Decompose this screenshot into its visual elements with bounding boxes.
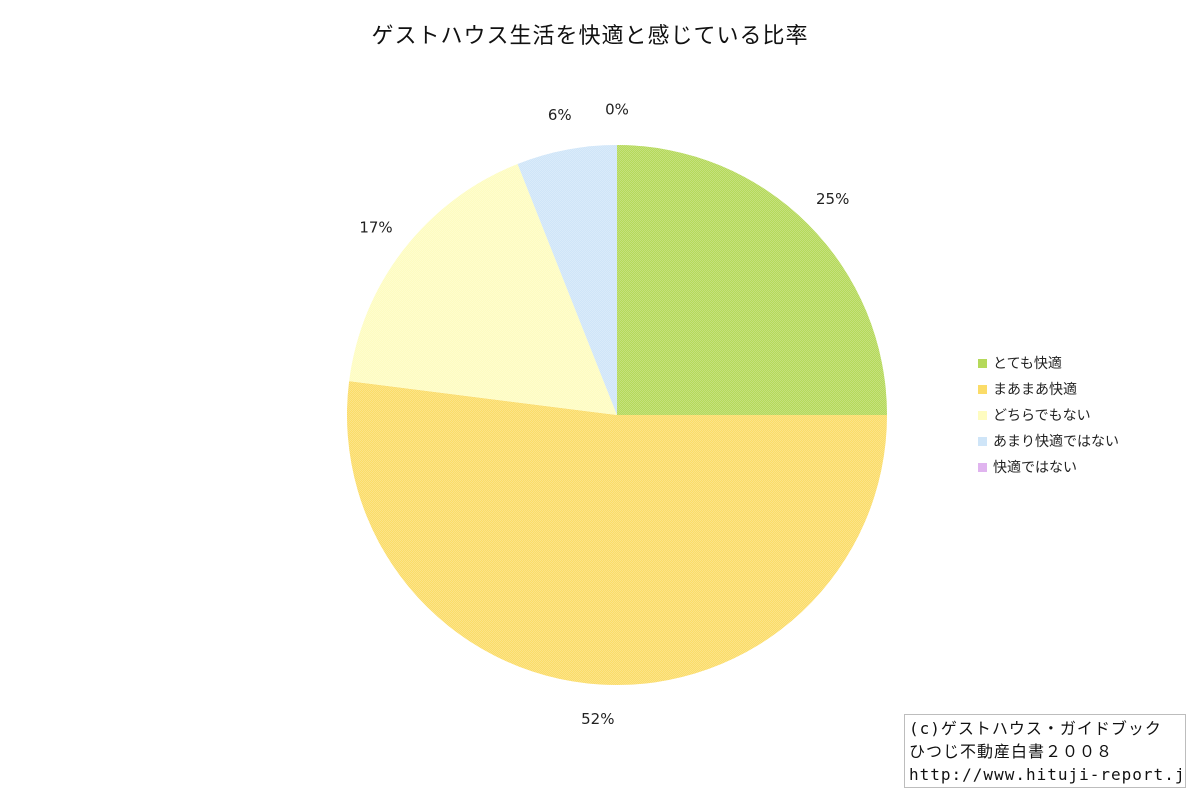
slice-texture (349, 163, 617, 415)
credit-line: http://www.hituji-report.jp/ (909, 765, 1186, 784)
value-label: 25% (816, 190, 849, 208)
legend-item-neutral: どちらでもない (978, 402, 1119, 428)
legend-swatch (978, 462, 987, 472)
legend-item-not-comfortable: 快適ではない (978, 454, 1119, 480)
value-label: 17% (359, 219, 392, 237)
legend-label: 快適ではない (993, 460, 1077, 476)
value-label: 6% (548, 106, 572, 124)
legend-swatch (978, 410, 987, 420)
slice-texture (346, 381, 887, 686)
legend: とても快適 まあまあ快適 どちらでもない あまり快適ではない 快適ではない (978, 350, 1119, 480)
credit-line: ひつじ不動産白書２００８ (909, 742, 1114, 761)
legend-item-very-comfortable: とても快適 (978, 350, 1119, 376)
legend-label: まあまあ快適 (993, 382, 1077, 398)
legend-item-fairly-comfortable: まあまあ快適 (978, 376, 1119, 402)
legend-label: とても快適 (993, 356, 1062, 372)
value-label: 0% (605, 101, 629, 119)
legend-label: あまり快適ではない (993, 434, 1119, 450)
slice-texture (617, 145, 887, 415)
pie-slices (346, 145, 887, 686)
legend-item-not-very-comfortable: あまり快適ではない (978, 428, 1119, 454)
legend-swatch (978, 358, 987, 368)
credit-line: (c)ゲストハウス・ガイドブック (909, 719, 1162, 738)
legend-swatch (978, 384, 987, 394)
chart-title: ゲストハウス生活を快適と感じている比率 (371, 24, 809, 49)
value-label: 52% (581, 710, 614, 728)
slice-texture (517, 145, 617, 415)
copyright-credit: (c)ゲストハウス・ガイドブック ひつじ不動産白書２００８ http://www… (904, 714, 1186, 788)
legend-swatch (978, 436, 987, 446)
legend-label: どちらでもない (993, 408, 1091, 424)
pie-value-labels: 25% 52% 17% 6% 0% (359, 101, 849, 728)
